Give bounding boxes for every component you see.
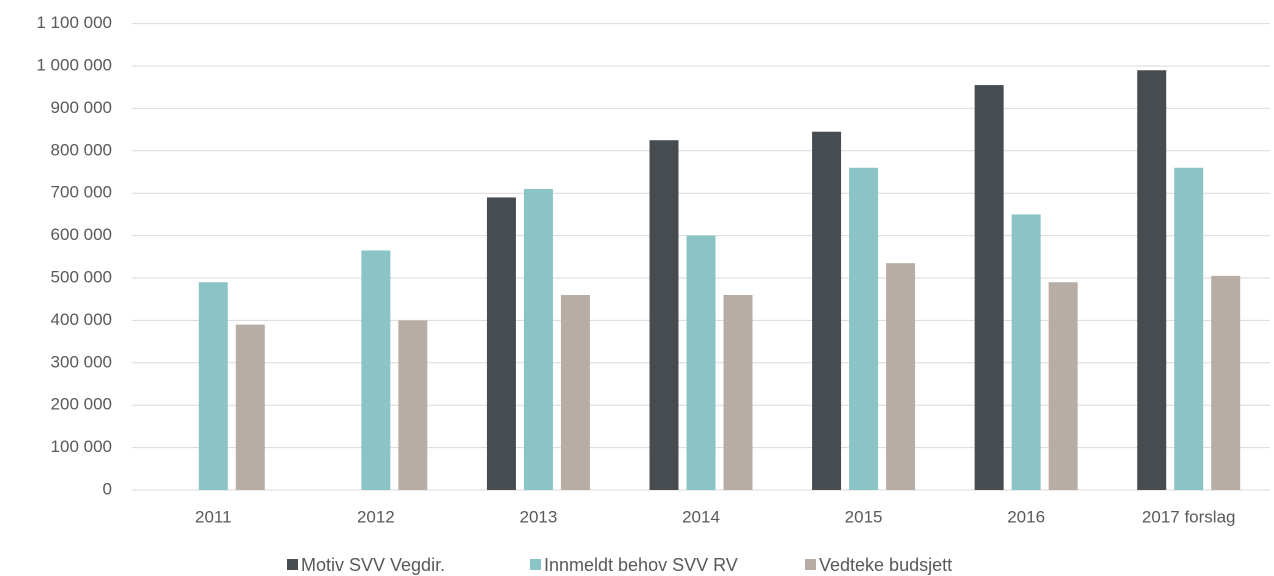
y-tick-label: 100 000	[51, 437, 112, 456]
y-tick-label: 1 000 000	[36, 55, 112, 74]
bar	[1011, 214, 1041, 490]
bar	[198, 282, 228, 490]
x-tick-label: 2013	[520, 507, 558, 526]
bar	[849, 167, 879, 490]
x-tick-label: 2014	[682, 507, 720, 526]
y-tick-label: 600 000	[51, 225, 112, 244]
legend-swatch	[805, 559, 816, 570]
bar	[398, 320, 428, 490]
bar	[812, 131, 842, 490]
legend-swatch	[287, 559, 298, 570]
y-tick-label: 900 000	[51, 98, 112, 117]
y-tick-label: 0	[103, 479, 112, 498]
y-tick-label: 700 000	[51, 183, 112, 202]
bar	[649, 140, 679, 490]
bar	[723, 294, 753, 490]
x-tick-label: 2015	[845, 507, 883, 526]
legend-label: Motiv SVV Vegdir.	[301, 555, 445, 575]
y-tick-label: 800 000	[51, 140, 112, 159]
bar	[235, 324, 265, 490]
bar	[560, 294, 590, 490]
legend-swatch	[530, 559, 541, 570]
bar	[486, 197, 516, 490]
bar	[1048, 282, 1078, 490]
bar	[523, 188, 553, 490]
bar	[686, 235, 716, 490]
bar	[1211, 275, 1241, 490]
bar	[1137, 70, 1167, 491]
x-tick-label: 2011	[195, 507, 232, 526]
x-tick-label: 2017 forslag	[1142, 507, 1236, 526]
y-tick-label: 1 100 000	[36, 13, 112, 32]
y-tick-label: 200 000	[51, 395, 112, 414]
legend-label: Vedteke budsjett	[819, 555, 952, 575]
bar	[361, 250, 391, 490]
y-tick-label: 300 000	[51, 352, 112, 371]
bar	[974, 85, 1004, 490]
y-tick-label: 400 000	[51, 310, 112, 329]
x-tick-label: 2012	[357, 507, 395, 526]
x-tick-label: 2016	[1007, 507, 1045, 526]
bar	[886, 263, 916, 490]
bar	[1174, 167, 1204, 490]
legend-label: Innmeldt behov SVV RV	[544, 555, 738, 575]
y-tick-label: 500 000	[51, 267, 112, 286]
